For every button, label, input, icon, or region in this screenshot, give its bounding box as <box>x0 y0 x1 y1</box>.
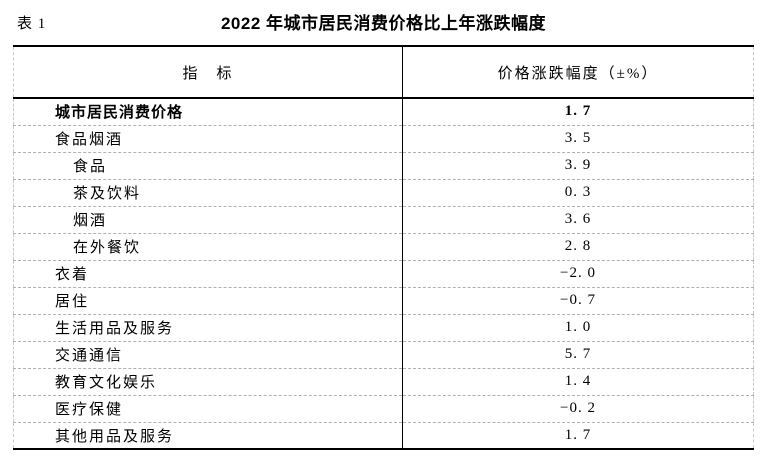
table-row: 食品 3. 9 <box>13 152 754 180</box>
indicator-cell: 食品烟酒 <box>13 125 403 153</box>
table-row: 医疗保健 −0. 2 <box>13 395 754 423</box>
indicator-cell: 衣着 <box>13 260 403 288</box>
table-row: 食品烟酒 3. 5 <box>13 125 754 153</box>
value-cell: 1. 0 <box>402 314 754 342</box>
table-header: 指 标 价格涨跌幅度（±%） <box>13 46 754 99</box>
cpi-table: 指 标 价格涨跌幅度（±%） 城市居民消费价格 1. 7 食品烟酒 3. 5 食品 3. … <box>13 45 754 450</box>
value-cell: 1. 4 <box>402 368 754 396</box>
header-indicator: 指 标 <box>13 46 403 99</box>
value-cell: 3. 9 <box>402 152 754 180</box>
table-row: 生活用品及服务 1. 0 <box>13 314 754 342</box>
table-row: 其他用品及服务 1. 7 <box>13 422 754 449</box>
indicator-cell: 在外餐饮 <box>13 233 403 261</box>
indicator-cell: 医疗保健 <box>13 395 403 423</box>
indicator-cell: 茶及饮料 <box>13 179 403 207</box>
indicator-cell: 城市居民消费价格 <box>13 98 403 126</box>
value-cell: 3. 6 <box>402 206 754 234</box>
indicator-cell: 教育文化娱乐 <box>13 368 403 396</box>
table-row: 居住 −0. 7 <box>13 287 754 315</box>
header-value: 价格涨跌幅度（±%） <box>402 46 754 99</box>
indicator-cell: 烟酒 <box>13 206 403 234</box>
value-cell: 1. 7 <box>564 426 592 443</box>
value-cell: 2. 8 <box>402 233 754 261</box>
indicator-cell: 其他用品及服务 <box>13 422 403 449</box>
value-cell: 1. 7 <box>402 98 754 126</box>
table-row: 交通通信 5. 7 <box>13 341 754 369</box>
indicator-cell: 食品 <box>13 152 403 180</box>
value-cell: −0. 2 <box>402 395 754 423</box>
indicator-cell: 生活用品及服务 <box>13 314 403 342</box>
table-row: 衣着 −2. 0 <box>13 260 754 288</box>
table-title: 2022 年城市居民消费价格比上年涨跌幅度 <box>220 14 547 33</box>
table-body: 城市居民消费价格 1. 7 食品烟酒 3. 5 食品 3. 9 茶及饮料 0. 3 烟酒 3. 6… <box>13 98 754 449</box>
table-row: 教育文化娱乐 1. 4 <box>13 368 754 396</box>
table-caption: 表 1 2022 年城市居民消费价格比上年涨跌幅度 <box>0 0 767 45</box>
value-cell: −2. 0 <box>402 260 754 288</box>
table-row: 在外餐饮 2. 8 <box>13 233 754 261</box>
table-row: 烟酒 3. 6 <box>13 206 754 234</box>
table-number: 表 1 <box>17 16 47 32</box>
indicator-cell: 交通通信 <box>13 341 403 369</box>
header-row: 指 标 价格涨跌幅度（±%） <box>13 46 754 99</box>
table-row: 茶及饮料 0. 3 <box>13 179 754 207</box>
value-cell: 0. 3 <box>402 179 754 207</box>
table-row: 城市居民消费价格 1. 7 <box>13 98 754 126</box>
value-cell: 3. 5 <box>402 125 754 153</box>
indicator-cell: 居住 <box>13 287 403 315</box>
value-cell: 5. 7 <box>402 341 754 369</box>
value-cell: −0. 7 <box>402 287 754 315</box>
